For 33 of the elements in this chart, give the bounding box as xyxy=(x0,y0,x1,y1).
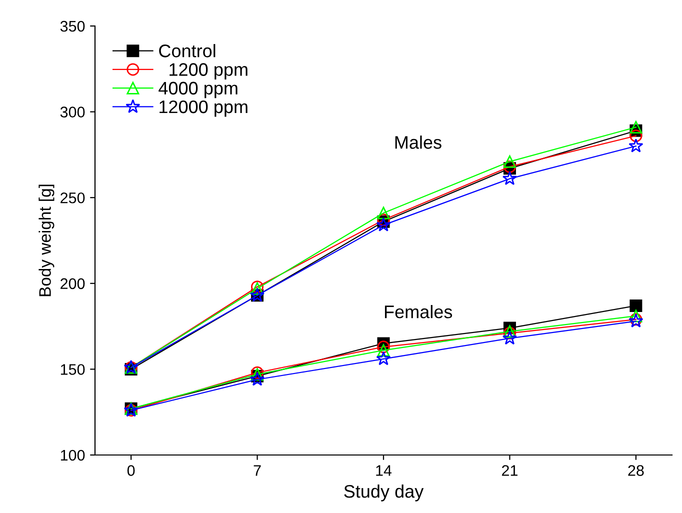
point xyxy=(630,310,642,322)
legend-label: 4000 ppm xyxy=(158,82,238,98)
annotation: Females xyxy=(384,305,452,318)
point xyxy=(630,299,642,312)
annotation: Males xyxy=(395,136,442,149)
y-axis-title: Body weight [g] xyxy=(38,184,54,296)
x-axis-title: Study day xyxy=(344,484,424,502)
x-tick-label: 21 xyxy=(502,465,518,476)
y-tick-label: 150 xyxy=(60,364,85,375)
point xyxy=(250,372,265,386)
point xyxy=(502,171,518,186)
point xyxy=(630,120,642,134)
point xyxy=(630,130,642,142)
point xyxy=(377,344,390,357)
y-tick-label: 350 xyxy=(60,20,85,32)
y-tick-label: 200 xyxy=(60,278,85,290)
point xyxy=(376,217,391,232)
point xyxy=(628,138,644,152)
legend-label: 12000 ppm xyxy=(160,100,248,117)
x-tick-label: 14 xyxy=(376,465,392,476)
point xyxy=(376,351,391,366)
x-tick-label: 7 xyxy=(254,465,261,476)
x-tick-label: 28 xyxy=(628,465,644,476)
y-tick-label: 300 xyxy=(60,106,85,118)
x-tick-label: 0 xyxy=(127,465,135,476)
point xyxy=(502,330,518,345)
legend-label: 1200 ppm xyxy=(170,63,248,80)
legend-label: Control xyxy=(159,44,216,58)
point xyxy=(503,155,516,168)
point xyxy=(377,340,390,354)
y-tick-label: 250 xyxy=(60,192,85,204)
point xyxy=(377,206,390,220)
y-tick-label: 100 xyxy=(60,450,85,461)
